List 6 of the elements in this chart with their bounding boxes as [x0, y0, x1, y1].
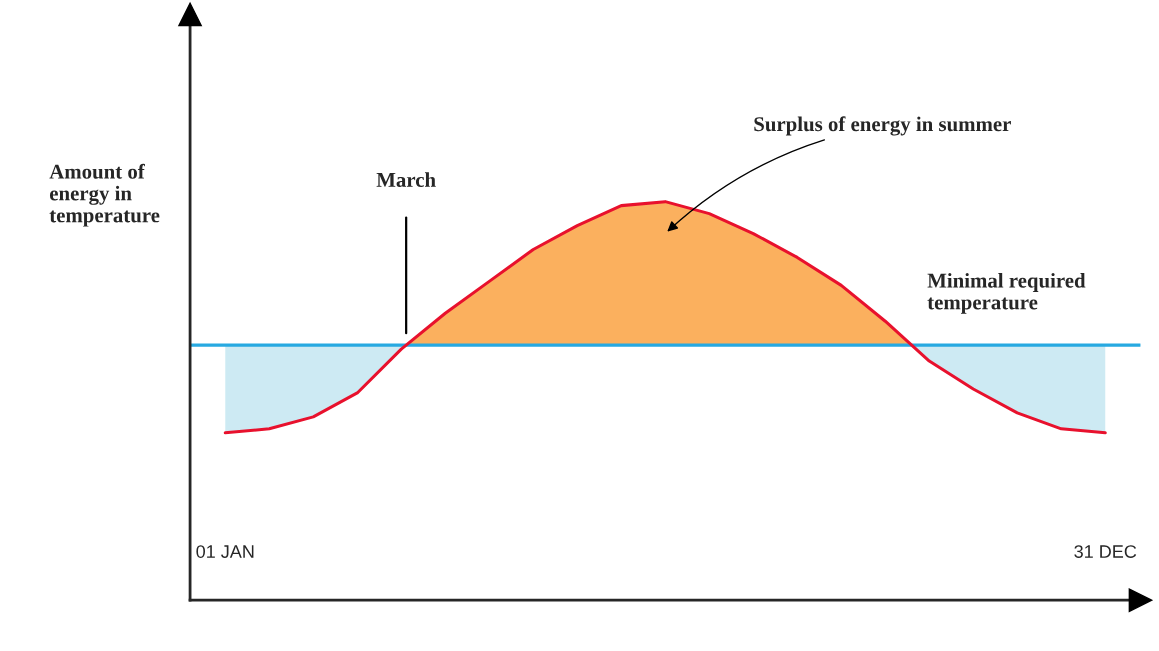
- text: March: [376, 172, 436, 187]
- y-axis-title: Amount of energy in temperature: [49, 163, 160, 227]
- x-tick-label: 01 JAN: [196, 545, 254, 558]
- text: Surplus of energy in summer: [754, 116, 1011, 136]
- ref-line-label: Minimal required temperature: [927, 272, 1086, 314]
- x-tick-label: 31 DEC: [1074, 545, 1137, 558]
